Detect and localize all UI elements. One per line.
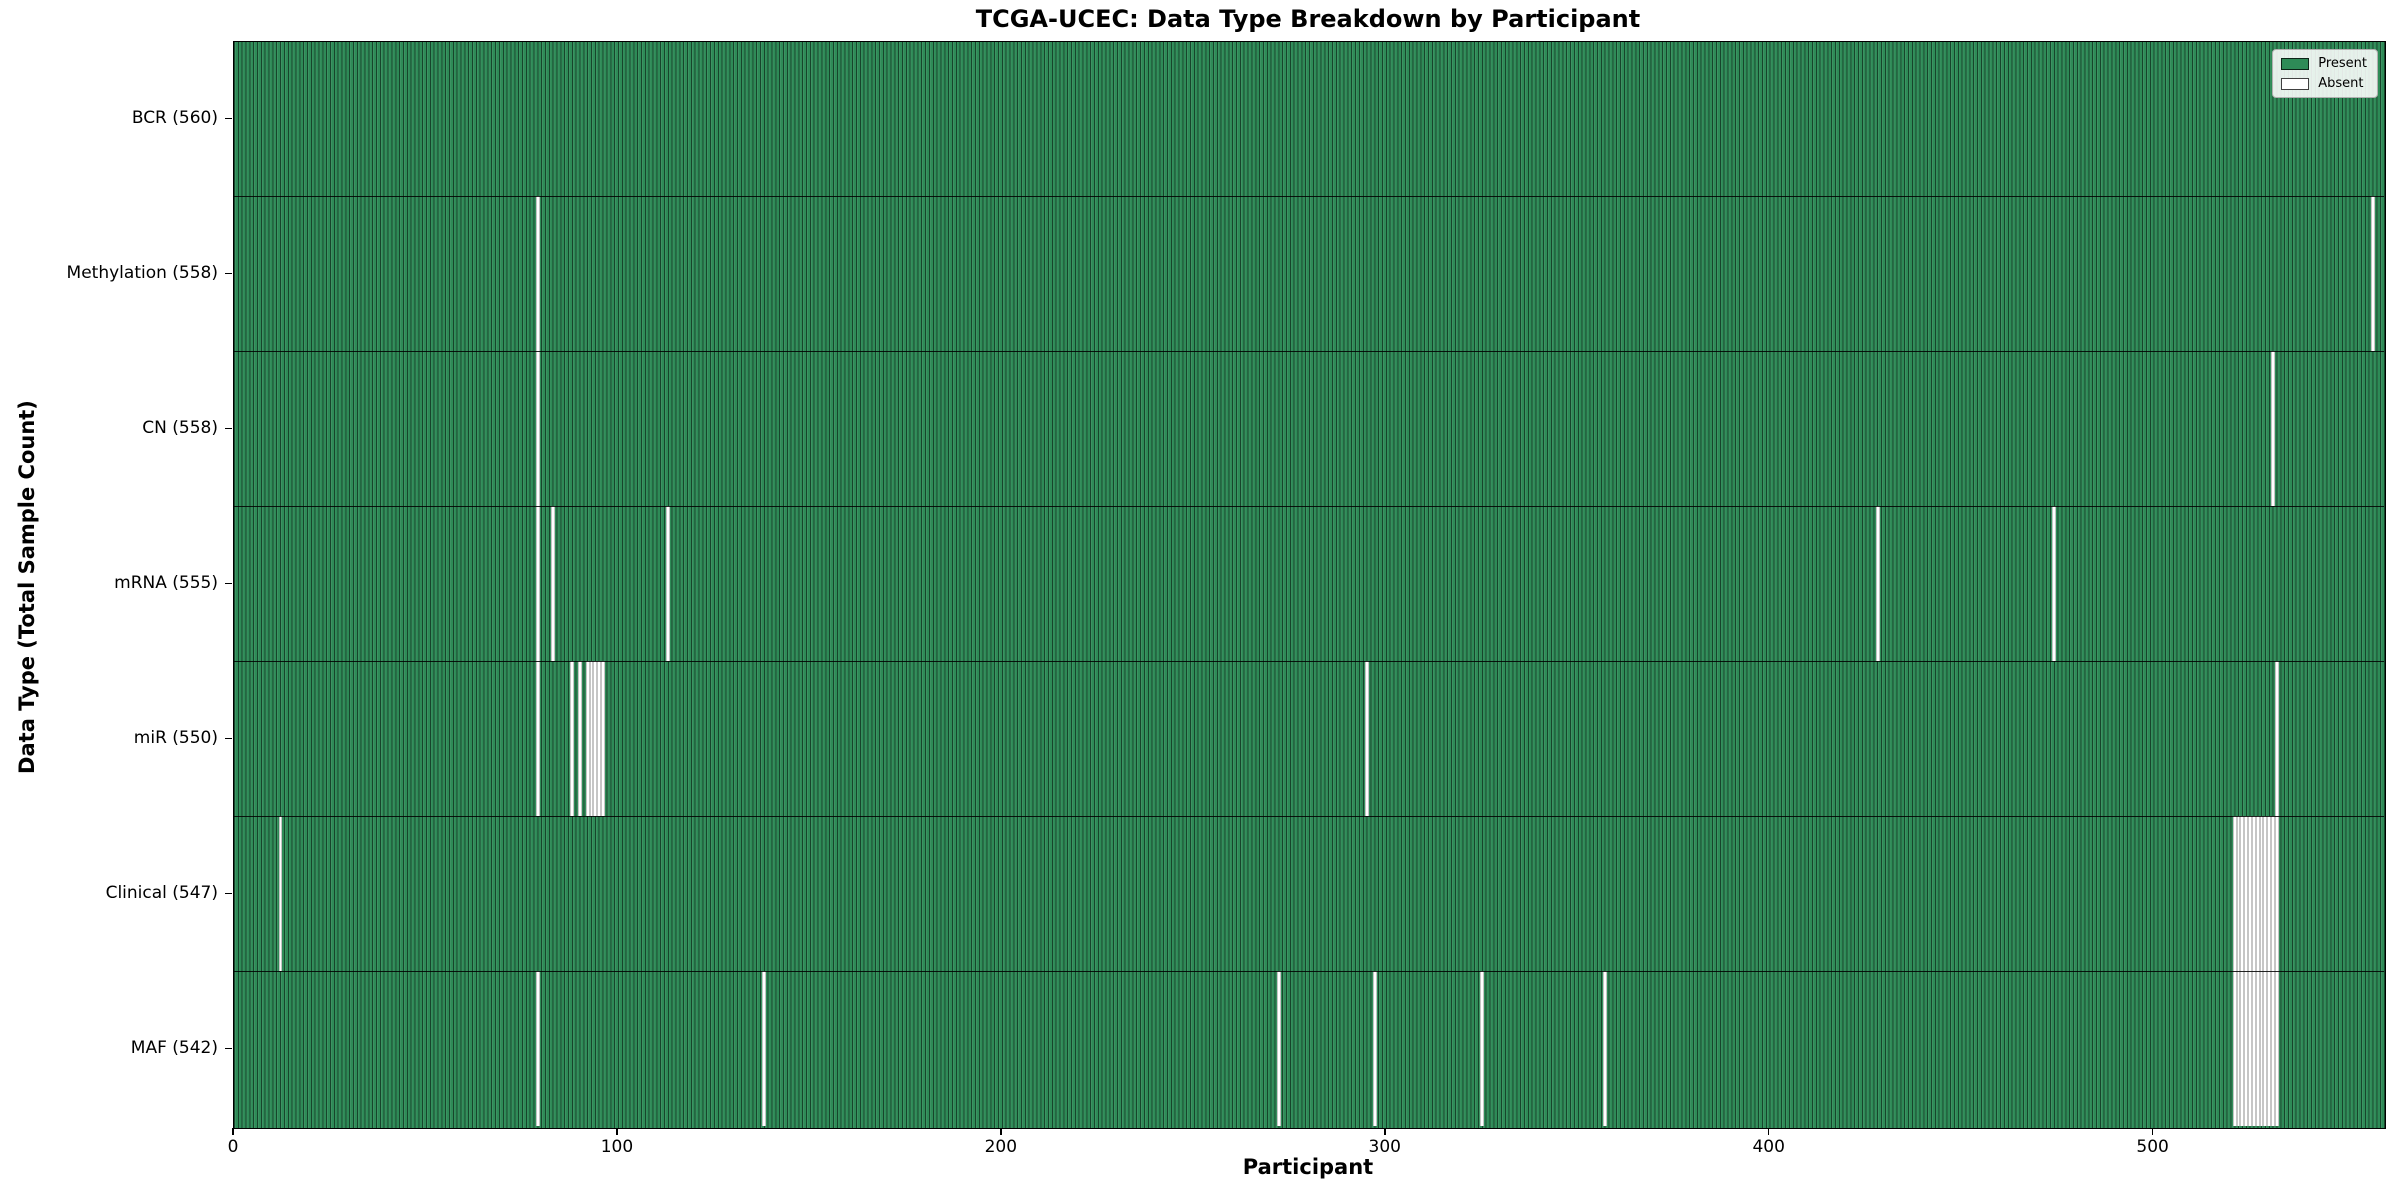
y-tick-label: miR (550): [133, 727, 218, 748]
absent-cell: [597, 660, 602, 816]
legend-item-absent: Absent: [2281, 76, 2367, 91]
absent-cell: [578, 660, 582, 816]
absent-cell: [593, 660, 598, 816]
absent-cell: [2267, 970, 2272, 1126]
y-tick-mark: [225, 427, 232, 430]
x-tick-label: 400: [1752, 1136, 1785, 1157]
absent-cell: [2236, 815, 2241, 971]
x-tick-label: 300: [1368, 1136, 1401, 1157]
legend-present-swatch: [2281, 57, 2310, 70]
absent-cell: [2263, 815, 2268, 971]
absent-cell: [2232, 815, 2237, 971]
absent-cell: [2255, 815, 2260, 971]
y-tick-mark: [225, 892, 232, 895]
absent-cell: [570, 660, 575, 816]
x-tick-label: 500: [2136, 1136, 2169, 1157]
absent-cell: [535, 970, 540, 1126]
absent-cell: [1480, 970, 1485, 1126]
legend: Present Absent: [2272, 49, 2378, 98]
absent-cell: [1603, 970, 1607, 1126]
legend-item-present: Present: [2281, 56, 2367, 71]
absent-cell: [589, 660, 594, 816]
absent-cell: [2244, 970, 2249, 1126]
y-tick-mark: [225, 117, 232, 120]
legend-absent-label: Absent: [2318, 76, 2364, 91]
absent-cell: [2244, 815, 2249, 971]
absent-cell: [2275, 660, 2279, 816]
absent-cell: [1276, 970, 1281, 1126]
x-tick-label: 100: [600, 1136, 634, 1157]
absent-cell: [585, 660, 590, 816]
y-tick-mark: [225, 272, 232, 275]
chart-title: TCGA-UCEC: Data Type Breakdown by Partic…: [975, 5, 1641, 33]
legend-absent-swatch: [2281, 77, 2310, 90]
x-tick-mark: [232, 1127, 234, 1135]
absent-cell: [2240, 815, 2245, 971]
x-tick-label: 200: [984, 1136, 1018, 1157]
y-tick-label: Clinical (547): [105, 882, 218, 903]
legend-present-label: Present: [2318, 56, 2367, 71]
absent-cell: [2236, 970, 2241, 1126]
absent-cell: [2263, 970, 2268, 1126]
absent-cell: [2248, 970, 2252, 1126]
absent-cell: [551, 505, 555, 661]
absent-cell: [1372, 970, 1377, 1126]
row-boundary: [234, 195, 2384, 197]
x-tick-mark: [616, 1127, 618, 1135]
absent-cell: [2271, 815, 2275, 971]
y-tick-mark: [225, 1047, 232, 1050]
x-tick-label: 0: [227, 1136, 239, 1157]
plot-area: Present Absent: [233, 41, 2386, 1129]
y-tick-label: BCR (560): [131, 107, 218, 128]
absent-cell: [2271, 970, 2275, 1126]
absent-cell: [278, 815, 283, 971]
absent-cell: [2232, 970, 2237, 1126]
x-tick-mark: [1384, 1127, 1386, 1135]
y-tick-label: MAF (542): [130, 1037, 218, 1058]
absent-cell: [2240, 970, 2245, 1126]
absent-cell: [535, 195, 540, 351]
absent-cell: [2271, 350, 2275, 506]
y-tick-label: CN (558): [142, 417, 218, 438]
absent-cell: [2251, 970, 2256, 1126]
absent-cell: [2255, 970, 2260, 1126]
absent-cell: [2370, 195, 2375, 351]
absent-cell: [762, 970, 767, 1126]
y-tick-label: Methylation (558): [66, 262, 218, 283]
y-tick-label: mRNA (555): [114, 572, 218, 593]
absent-cell: [2259, 815, 2264, 971]
row-boundary: [234, 505, 2384, 507]
row-boundary: [234, 970, 2384, 972]
absent-cell: [2259, 970, 2264, 1126]
x-axis-label: Participant: [1242, 1155, 1374, 1179]
absent-cell: [2248, 815, 2252, 971]
absent-cell: [601, 660, 605, 816]
x-tick-mark: [1767, 1127, 1770, 1135]
row-boundary: [234, 815, 2384, 817]
x-tick-mark: [1000, 1127, 1002, 1135]
absent-cell: [1875, 505, 1880, 661]
row-boundary: [234, 660, 2384, 662]
absent-cell: [666, 505, 671, 661]
row-boundary: [234, 350, 2384, 352]
absent-cell: [535, 660, 540, 816]
absent-cell: [2052, 505, 2057, 661]
absent-cell: [535, 505, 540, 661]
absent-cell: [2275, 815, 2279, 971]
absent-cell: [535, 350, 540, 506]
absent-cell: [2267, 815, 2272, 971]
y-tick-mark: [225, 582, 232, 585]
absent-cell: [2275, 970, 2279, 1126]
x-tick-mark: [2151, 1127, 2154, 1135]
absent-cell: [2251, 815, 2256, 971]
absent-cell: [1365, 660, 1369, 816]
y-tick-mark: [225, 737, 232, 740]
